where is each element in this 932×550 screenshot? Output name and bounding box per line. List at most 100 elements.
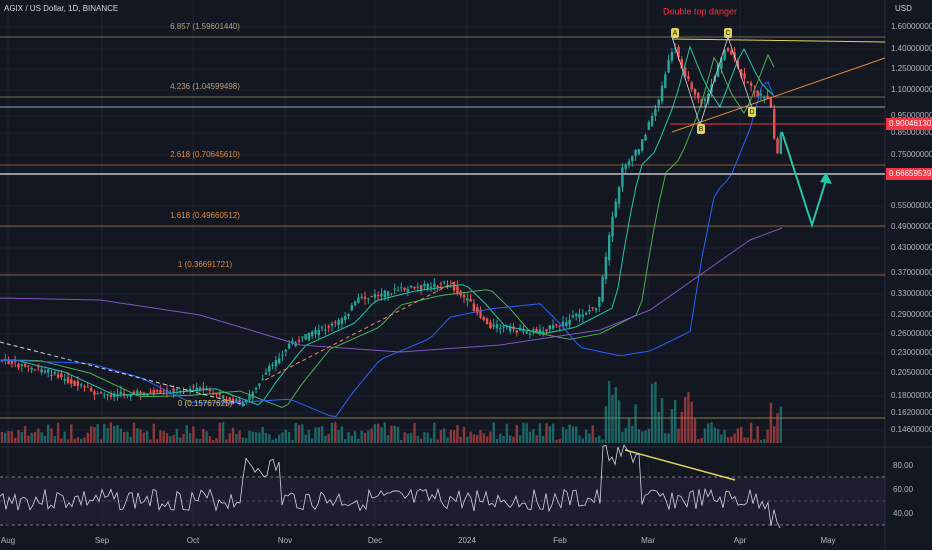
candle-body	[426, 283, 429, 289]
candle-body	[311, 331, 314, 337]
volume-bar	[350, 435, 353, 443]
volume-bar	[357, 438, 360, 443]
candle-body	[73, 380, 76, 387]
candle-body	[23, 364, 27, 367]
price-label: 0.49000000	[891, 222, 932, 231]
candle-body	[192, 386, 195, 388]
candle-body	[7, 360, 10, 365]
volume-bar	[670, 409, 674, 443]
candle-body	[37, 366, 40, 368]
fib-label: 4.236 (1.04599498)	[170, 82, 240, 91]
candle-body	[509, 325, 512, 332]
candle-body	[594, 308, 598, 311]
volume-bar	[344, 439, 347, 443]
candle-body	[568, 319, 571, 325]
volume-bar	[644, 430, 647, 443]
volume-bar	[766, 429, 769, 443]
candle-body	[650, 115, 654, 126]
volume-bar	[723, 429, 726, 443]
candle-body	[446, 284, 449, 286]
volume-bar	[155, 439, 159, 443]
volume-bar	[291, 439, 294, 443]
volume-bar	[205, 431, 208, 443]
candle-body	[756, 90, 759, 97]
volume-bar	[650, 383, 654, 443]
candle-body	[617, 187, 621, 204]
candle-body	[683, 67, 687, 77]
volume-bar	[195, 438, 198, 443]
candle-body	[334, 321, 337, 323]
volume-bar	[591, 425, 594, 443]
candle-body	[631, 156, 634, 162]
volume-bar	[538, 423, 542, 443]
volume-bar	[241, 437, 245, 443]
volume-bar	[116, 425, 119, 443]
volume-bar	[565, 429, 568, 443]
candle-body	[466, 298, 469, 301]
trend-line	[0, 341, 246, 406]
trend-line	[264, 281, 456, 381]
volume-bar	[561, 427, 565, 443]
candle-body	[532, 329, 535, 331]
pattern-label: C	[725, 30, 730, 37]
candle-body	[383, 290, 386, 298]
candle-body	[545, 329, 548, 332]
volume-bar	[99, 439, 103, 443]
volume-bar	[641, 431, 644, 443]
candle-body	[551, 325, 555, 329]
candle-body	[670, 52, 674, 61]
price-label: 0.29000000	[891, 310, 932, 319]
volume-bar	[386, 434, 390, 443]
volume-bar	[601, 439, 604, 443]
volume-bar	[17, 430, 20, 443]
candle-body	[740, 69, 743, 77]
volume-bar	[730, 436, 733, 443]
candle-body	[485, 318, 489, 325]
candle-body	[390, 293, 393, 295]
volume-bar	[542, 435, 545, 443]
volume-bar	[159, 430, 162, 443]
volume-bar	[558, 439, 561, 443]
candle-body	[116, 394, 119, 397]
candle-body	[406, 288, 410, 292]
candle-body	[172, 388, 175, 392]
volume-bar	[185, 425, 188, 443]
volume-bar	[14, 437, 17, 443]
rsi-label: 80.00	[893, 461, 914, 470]
candle-body	[647, 122, 650, 130]
candle-body	[56, 374, 60, 378]
candle-body	[393, 288, 396, 290]
candle-body	[93, 391, 96, 395]
volume-bar	[697, 439, 700, 443]
candle-body	[660, 85, 664, 102]
candle-body	[50, 374, 53, 376]
candle-body	[70, 378, 73, 384]
volume-bar	[459, 436, 462, 443]
volume-bar	[456, 425, 459, 443]
candle-body	[680, 59, 683, 69]
candle-body	[522, 328, 525, 332]
volume-bar	[284, 429, 287, 443]
candle-body	[162, 390, 165, 392]
time-label: Mar	[641, 536, 655, 545]
volume-bar	[278, 434, 281, 443]
volume-bar	[188, 433, 192, 443]
candle-body	[218, 392, 221, 395]
candle-body	[340, 318, 344, 324]
volume-bar	[165, 433, 169, 443]
candle-body	[601, 276, 604, 302]
candle-body	[565, 322, 568, 326]
volume-bar	[674, 400, 677, 443]
volume-bar	[235, 434, 238, 443]
candle-body	[462, 294, 466, 298]
volume-bar	[535, 435, 538, 443]
volume-bar	[677, 428, 680, 443]
candle-body	[208, 389, 212, 391]
candle-body	[96, 393, 99, 395]
candle-body	[416, 286, 419, 288]
volume-bar	[142, 432, 146, 443]
candle-body	[350, 305, 353, 311]
candle-body	[591, 307, 594, 309]
volume-bar	[406, 433, 410, 443]
volume-bar	[30, 432, 33, 443]
